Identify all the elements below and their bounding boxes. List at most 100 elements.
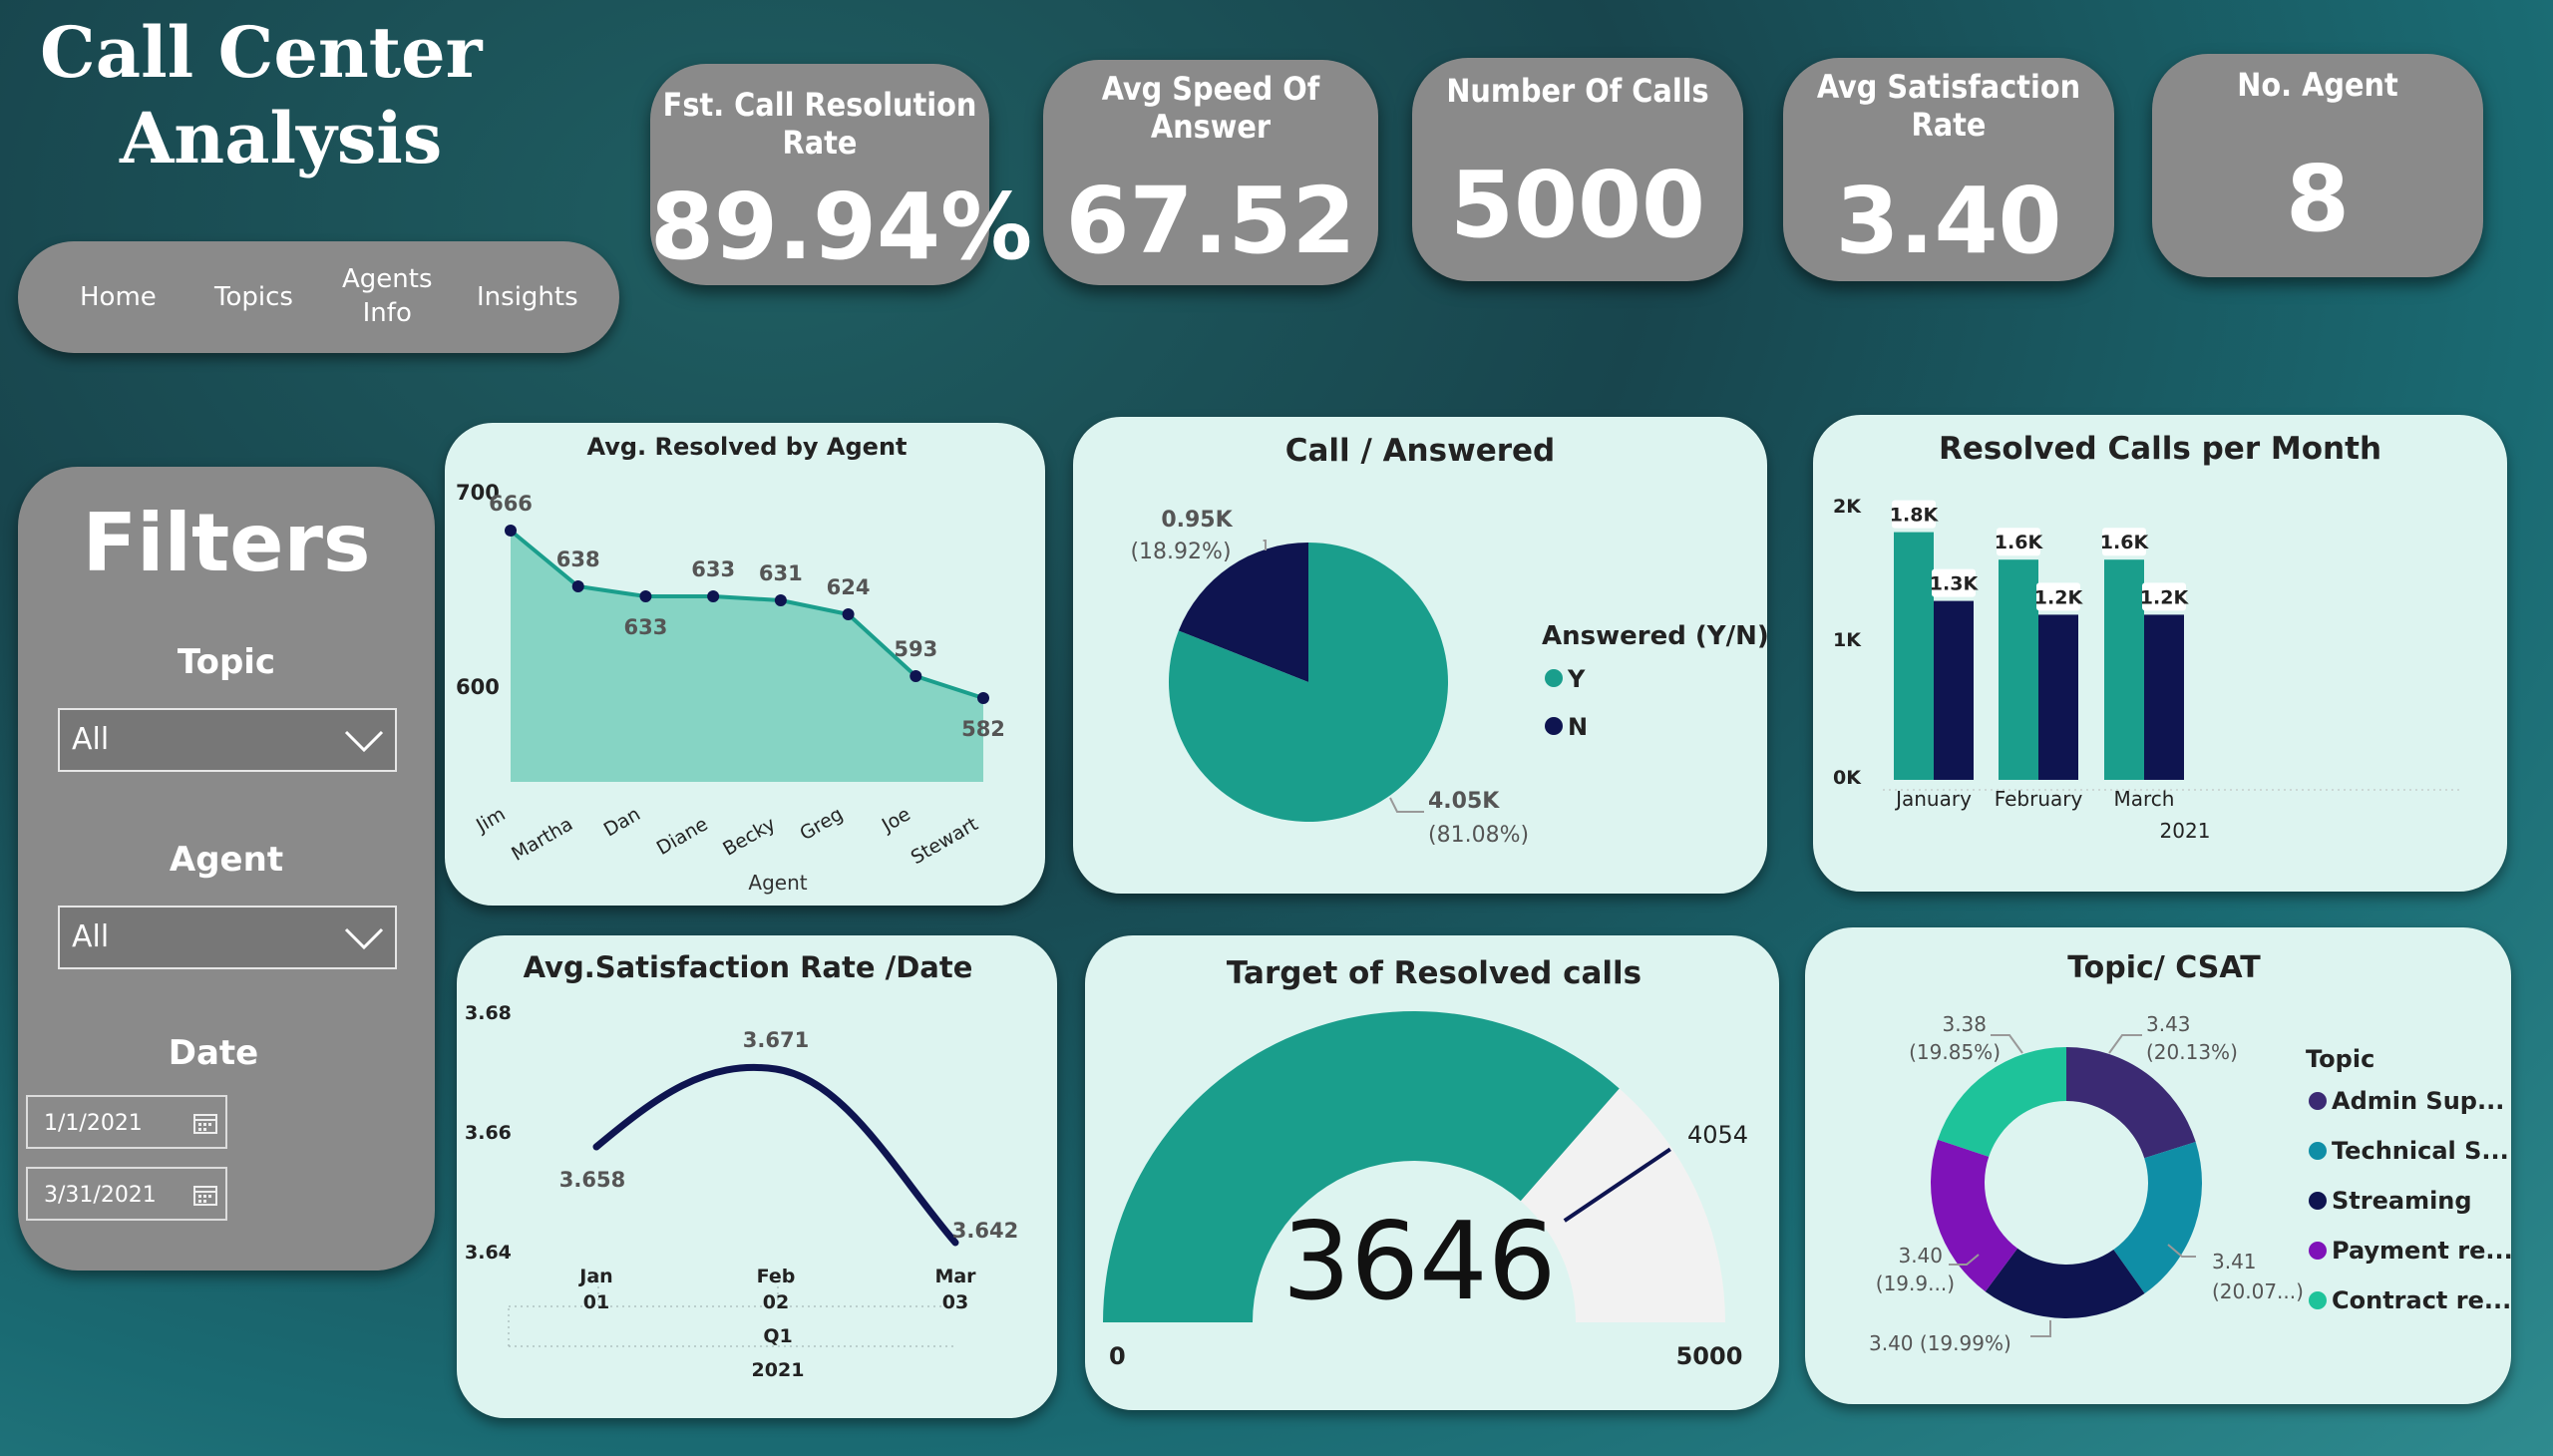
kpi-avg-speed-answer: Avg Speed Of Answer 67.52 (1043, 60, 1378, 285)
data-label-bg (2142, 582, 2186, 611)
legend-swatch (1545, 717, 1563, 735)
bar (1934, 600, 1974, 780)
data-label: 638 (556, 547, 600, 571)
kpi-asa-label-line1: Avg Speed Of (1101, 70, 1320, 108)
pie-slice (1169, 543, 1448, 822)
slice-percent-label: (18.92%) (1130, 540, 1231, 564)
kpi-fcr-value: 89.94% (650, 174, 1033, 280)
legend-swatch (1545, 669, 1563, 687)
data-point (774, 594, 787, 606)
legend-label: Streaming (2332, 1187, 2472, 1215)
legend-swatch (2309, 1242, 2327, 1260)
bar (2038, 614, 2078, 780)
slice-value-label: 3.41 (2212, 1250, 2257, 1274)
calendar-icon[interactable] (193, 1184, 217, 1206)
kpi-avg-satisfaction: Avg Satisfaction Rate 3.40 (1783, 58, 2114, 281)
nav-bar: Home Topics Agents Info Insights (18, 241, 619, 353)
calendar-icon[interactable] (193, 1112, 217, 1134)
kpi-csat-value: 3.40 (1835, 168, 2062, 274)
data-label: 666 (489, 492, 533, 516)
donut-slice (1985, 1248, 2145, 1318)
donut-slice (1931, 1139, 2018, 1292)
kpi-number-of-calls: Number Of Calls 5000 (1412, 58, 1743, 281)
data-point (571, 580, 584, 592)
y-tick-label: 700 (456, 481, 500, 505)
kpi-number-of-agents: No. Agent 8 (2152, 54, 2483, 277)
slice-value-label: 3.40 (19.99%) (1869, 1331, 2011, 1355)
panel-resolved-calls-month: Resolved Calls per Month 2K 1K 0K 2021 1… (1813, 415, 2507, 892)
x-tick-label: Dan (600, 803, 644, 841)
x-tick-label-month: Jan (577, 1266, 612, 1287)
agent-dropdown-value: All (72, 919, 110, 954)
legend-swatch (2309, 1192, 2327, 1210)
kpi-csat-label: Avg Satisfaction Rate (1793, 68, 2104, 144)
series-line (509, 529, 984, 700)
data-label: 3.658 (559, 1168, 625, 1192)
data-label: 1.3K (1930, 573, 1980, 595)
legend-label-y[interactable]: Y (1567, 665, 1586, 693)
data-label: 631 (759, 561, 803, 585)
satisfaction-line-chart: Avg.Satisfaction Rate /Date 3.68 3.66 3.… (465, 950, 1018, 1381)
data-label-bg (2102, 528, 2146, 556)
data-label: 3.642 (952, 1219, 1018, 1243)
filter-date-label: Date (168, 1033, 259, 1073)
slice-value-label: 0.95K (1161, 508, 1233, 533)
x-tick-label: Martha (508, 813, 576, 866)
x-tick-label: Stewart (908, 813, 982, 869)
page-title-line1: Call Center (40, 11, 483, 94)
data-point (707, 590, 720, 602)
donut-slice (1938, 1047, 2066, 1157)
slice-percent-label: (20.07...) (2212, 1279, 2304, 1303)
legend-swatch (2309, 1092, 2327, 1110)
legend-label: Payment re... (2332, 1237, 2511, 1265)
data-point (910, 670, 922, 682)
date-start-input[interactable]: 1/1/2021 (26, 1095, 227, 1149)
topic-dropdown-value: All (72, 722, 110, 757)
x-axis-year-label: 2021 (2160, 819, 2211, 843)
nav-insights[interactable]: Insights (477, 282, 578, 312)
bar (2104, 559, 2144, 780)
gauge-max-label: 5000 (1676, 1342, 1743, 1370)
chart-title: Call / Answered (1285, 433, 1556, 469)
data-label: 1.2K (2140, 586, 2190, 608)
chart-title: Avg.Satisfaction Rate /Date (524, 950, 973, 984)
filters-panel: Filters Topic All Agent All Date 1/1/202… (18, 467, 435, 1271)
chart-title: Topic/ CSAT (2067, 950, 2261, 985)
chart-title: Target of Resolved calls (1227, 955, 1641, 991)
agent-dropdown[interactable]: All (58, 906, 397, 969)
y-tick-label: 2K (1833, 496, 1862, 518)
kpi-fcr-label: Fst. Call Resolution Rate (660, 86, 979, 162)
gauge-min-label: 0 (1109, 1342, 1126, 1370)
donut-slice (2066, 1047, 2196, 1159)
data-point (977, 692, 989, 704)
data-label-bg (1892, 500, 1936, 529)
data-label-bg (1997, 528, 2040, 556)
topic-dropdown[interactable]: All (58, 708, 397, 772)
slice-percent-label: (19.9...) (1876, 1272, 1955, 1295)
slice-value-label: 3.40 (1898, 1244, 1943, 1268)
y-tick-label: 600 (456, 675, 500, 699)
avg-resolved-area-chart: Avg. Resolved by Agent 700 600 Agent 666… (456, 433, 1005, 895)
legend-title: Topic (2306, 1045, 2374, 1073)
nav-agents-info[interactable]: Agents Info (342, 263, 433, 331)
chevron-down-icon (344, 927, 384, 950)
legend-label-n[interactable]: N (1568, 713, 1588, 741)
y-tick-label: 1K (1833, 629, 1862, 651)
x-tick-label-month: Mar (934, 1266, 976, 1287)
nav-home[interactable]: Home (80, 282, 157, 312)
slice-value-label: 3.38 (1942, 1012, 1987, 1036)
panel-call-answered: Call / Answered 0.95K (18.92%) 4.05K (81… (1073, 417, 1767, 894)
data-label-bg (1932, 568, 1976, 597)
bar (1999, 559, 2038, 780)
kpi-csat-label-line1: Avg Satisfaction (1816, 68, 2081, 106)
x-tick-label: Jim (472, 803, 509, 837)
data-label: 593 (894, 637, 937, 661)
x-group-label-quarter: Q1 (763, 1325, 792, 1347)
panel-avg-satisfaction-date: Avg.Satisfaction Rate /Date 3.68 3.66 3.… (457, 935, 1057, 1418)
data-point (505, 525, 517, 537)
date-end-input[interactable]: 3/31/2021 (26, 1167, 227, 1221)
pie-slice (1178, 543, 1308, 682)
legend-label: Technical S... (2332, 1137, 2509, 1165)
data-label: 1.6K (2100, 532, 2150, 553)
nav-topics[interactable]: Topics (214, 282, 293, 312)
